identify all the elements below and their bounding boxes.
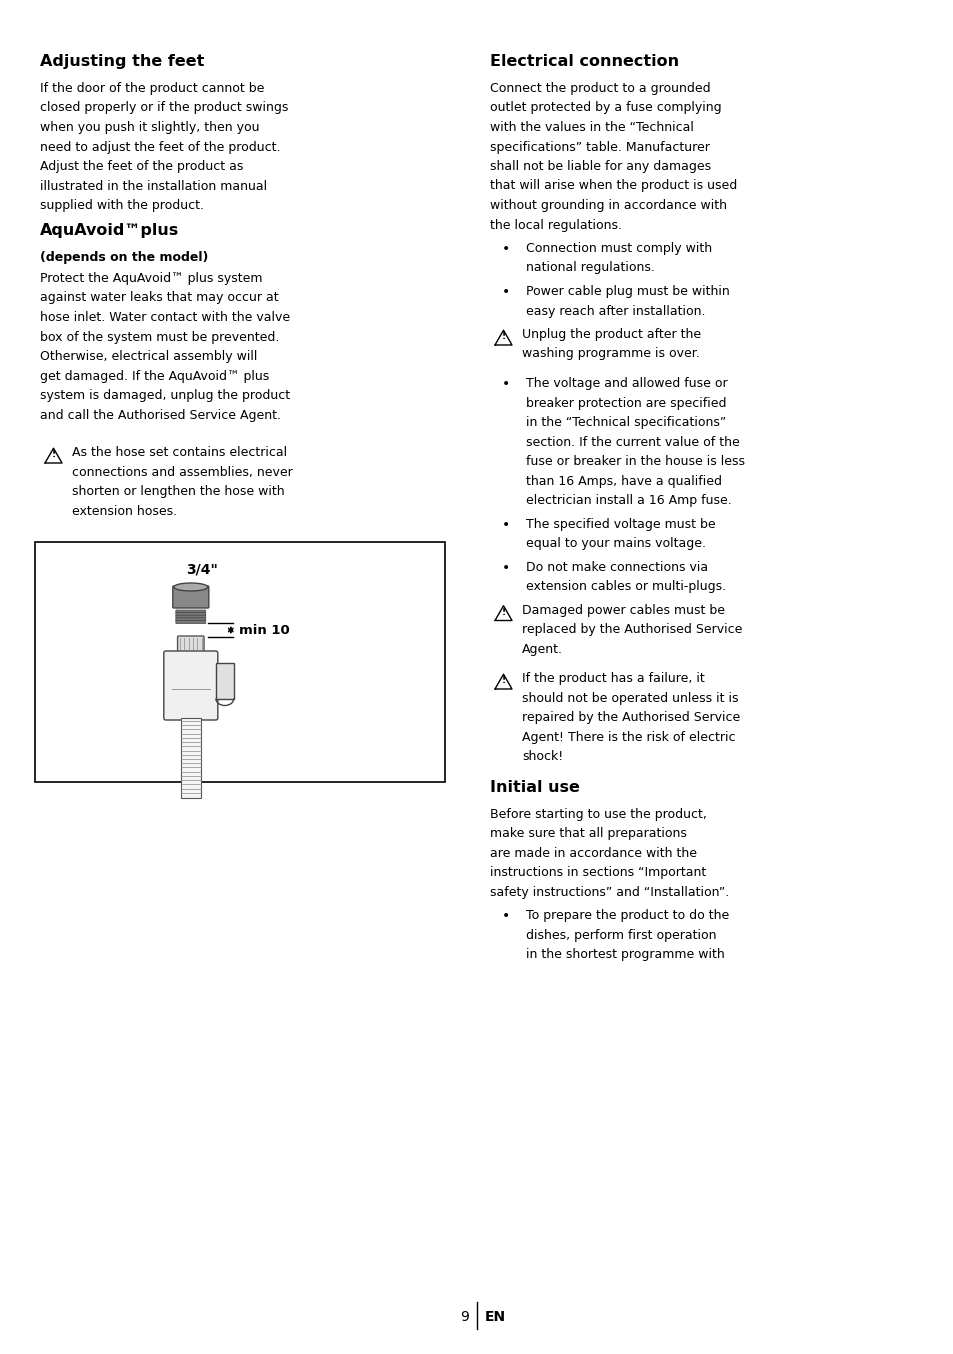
Text: hose inlet. Water contact with the valve: hose inlet. Water contact with the valve <box>40 311 290 324</box>
Text: washing programme is over.: washing programme is over. <box>521 348 699 360</box>
Text: As the hose set contains electrical: As the hose set contains electrical <box>71 445 287 459</box>
Text: need to adjust the feet of the product.: need to adjust the feet of the product. <box>40 141 280 153</box>
Text: 9: 9 <box>459 1311 469 1324</box>
Text: Protect the AquAvoid™ plus system: Protect the AquAvoid™ plus system <box>40 272 262 284</box>
Text: electrician install a 16 Amp fuse.: electrician install a 16 Amp fuse. <box>525 494 731 506</box>
Text: outlet protected by a fuse complying: outlet protected by a fuse complying <box>490 102 720 115</box>
Text: Damaged power cables must be: Damaged power cables must be <box>521 604 724 616</box>
FancyBboxPatch shape <box>177 636 204 653</box>
Text: breaker protection are specified: breaker protection are specified <box>525 397 726 409</box>
Text: Power cable plug must be within: Power cable plug must be within <box>525 284 729 298</box>
Text: shorten or lengthen the hose with: shorten or lengthen the hose with <box>71 485 284 498</box>
Text: •: • <box>501 376 510 391</box>
Text: get damaged. If the AquAvoid™ plus: get damaged. If the AquAvoid™ plus <box>40 370 269 382</box>
Text: with the values in the “Technical: with the values in the “Technical <box>490 121 693 134</box>
Text: (depends on the model): (depends on the model) <box>40 250 208 264</box>
Text: !: ! <box>501 332 505 341</box>
FancyBboxPatch shape <box>175 612 206 616</box>
Text: To prepare the product to do the: To prepare the product to do the <box>525 909 728 922</box>
Text: extension hoses.: extension hoses. <box>71 505 177 517</box>
Text: equal to your mains voltage.: equal to your mains voltage. <box>525 538 705 550</box>
Text: •: • <box>501 561 510 574</box>
Text: than 16 Amps, have a qualified: than 16 Amps, have a qualified <box>525 474 721 487</box>
Text: are made in accordance with the: are made in accordance with the <box>490 846 697 860</box>
Text: •: • <box>501 284 510 299</box>
Text: !: ! <box>51 451 55 459</box>
Text: Connection must comply with: Connection must comply with <box>525 242 711 255</box>
Text: and call the Authorised Service Agent.: and call the Authorised Service Agent. <box>40 409 281 421</box>
Text: box of the system must be prevented.: box of the system must be prevented. <box>40 330 279 344</box>
Text: instructions in sections “Important: instructions in sections “Important <box>490 867 705 879</box>
Text: Do not make connections via: Do not make connections via <box>525 561 707 574</box>
Bar <box>35 542 444 783</box>
Text: Electrical connection: Electrical connection <box>490 54 679 69</box>
Bar <box>215 662 233 699</box>
Text: Agent.: Agent. <box>521 643 562 655</box>
Text: in the “Technical specifications”: in the “Technical specifications” <box>525 416 725 429</box>
FancyBboxPatch shape <box>172 586 209 608</box>
Text: EN: EN <box>484 1311 506 1324</box>
Text: system is damaged, unplug the product: system is damaged, unplug the product <box>40 389 290 402</box>
Text: that will arise when the product is used: that will arise when the product is used <box>490 180 737 192</box>
Text: Connect the product to a grounded: Connect the product to a grounded <box>490 83 710 95</box>
FancyBboxPatch shape <box>175 617 206 621</box>
Text: in the shortest programme with: in the shortest programme with <box>525 948 724 961</box>
Text: !: ! <box>501 676 505 685</box>
Text: !: ! <box>501 608 505 617</box>
Text: Otherwise, electrical assembly will: Otherwise, electrical assembly will <box>40 349 257 363</box>
Text: If the product has a failure, it: If the product has a failure, it <box>521 672 704 685</box>
Text: without grounding in accordance with: without grounding in accordance with <box>490 199 726 213</box>
Text: Agent! There is the risk of electric: Agent! There is the risk of electric <box>521 731 735 743</box>
Text: make sure that all preparations: make sure that all preparations <box>490 827 686 839</box>
FancyBboxPatch shape <box>164 651 217 720</box>
Text: repaired by the Authorised Service: repaired by the Authorised Service <box>521 711 740 724</box>
Text: extension cables or multi-plugs.: extension cables or multi-plugs. <box>525 580 725 593</box>
Text: The voltage and allowed fuse or: The voltage and allowed fuse or <box>525 376 727 390</box>
Text: illustrated in the installation manual: illustrated in the installation manual <box>40 180 267 192</box>
Text: shall not be liable for any damages: shall not be liable for any damages <box>490 160 710 173</box>
Text: •: • <box>501 517 510 532</box>
Text: replaced by the Authorised Service: replaced by the Authorised Service <box>521 623 741 636</box>
Text: against water leaks that may occur at: against water leaks that may occur at <box>40 291 278 305</box>
Text: should not be operated unless it is: should not be operated unless it is <box>521 692 738 704</box>
Bar <box>181 718 200 798</box>
Text: closed properly or if the product swings: closed properly or if the product swings <box>40 102 288 115</box>
Text: Before starting to use the product,: Before starting to use the product, <box>490 807 706 821</box>
Text: safety instructions” and “Installation”.: safety instructions” and “Installation”. <box>490 886 728 899</box>
Text: supplied with the product.: supplied with the product. <box>40 199 204 213</box>
Text: AquAvoid™plus: AquAvoid™plus <box>40 222 179 237</box>
Text: The specified voltage must be: The specified voltage must be <box>525 517 715 531</box>
Text: national regulations.: national regulations. <box>525 261 654 275</box>
Text: section. If the current value of the: section. If the current value of the <box>525 436 739 448</box>
Text: Unplug the product after the: Unplug the product after the <box>521 328 700 341</box>
Text: fuse or breaker in the house is less: fuse or breaker in the house is less <box>525 455 744 468</box>
Text: 3/4": 3/4" <box>186 562 217 575</box>
Text: Adjusting the feet: Adjusting the feet <box>40 54 204 69</box>
Text: easy reach after installation.: easy reach after installation. <box>525 305 705 317</box>
Text: shock!: shock! <box>521 750 562 764</box>
Text: •: • <box>501 909 510 923</box>
Text: If the door of the product cannot be: If the door of the product cannot be <box>40 83 264 95</box>
Text: Adjust the feet of the product as: Adjust the feet of the product as <box>40 160 243 173</box>
Text: dishes, perform first operation: dishes, perform first operation <box>525 929 716 941</box>
Text: specifications” table. Manufacturer: specifications” table. Manufacturer <box>490 141 709 153</box>
FancyBboxPatch shape <box>175 611 206 613</box>
Text: min 10: min 10 <box>238 623 290 636</box>
Text: the local regulations.: the local regulations. <box>490 218 621 232</box>
Text: when you push it slightly, then you: when you push it slightly, then you <box>40 121 259 134</box>
FancyBboxPatch shape <box>175 615 206 619</box>
Ellipse shape <box>173 584 208 590</box>
Text: Initial use: Initial use <box>490 780 579 795</box>
Text: •: • <box>501 242 510 256</box>
FancyBboxPatch shape <box>175 620 206 623</box>
Text: connections and assemblies, never: connections and assemblies, never <box>71 466 293 478</box>
